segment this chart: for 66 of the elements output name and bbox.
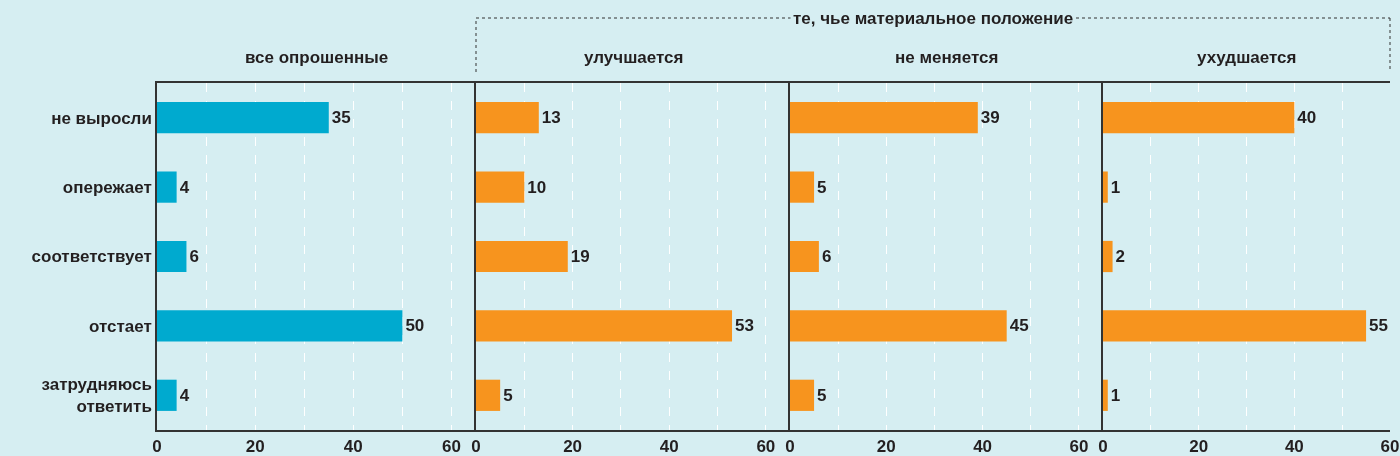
x-tick-label: 0: [785, 437, 795, 456]
data-label: 13: [541, 108, 561, 128]
bar: [1103, 102, 1295, 134]
x-tick-label: 0: [152, 437, 162, 456]
text: те, чье материальное положение: [793, 9, 1074, 28]
data-label: 45: [1009, 316, 1029, 336]
bar: [476, 171, 525, 203]
data-label: 39: [980, 108, 1000, 128]
bar: [790, 102, 978, 134]
y-tick-label: соответствует: [31, 247, 152, 267]
x-tick-label: 0: [1098, 437, 1108, 456]
x-tick-label: 40: [973, 437, 993, 456]
x-tick-label: 20: [1189, 437, 1209, 456]
bar: [476, 240, 568, 273]
bar: [1103, 171, 1108, 203]
bar: [1103, 310, 1367, 342]
bar: [790, 240, 819, 273]
y-tick-label: опережает: [62, 178, 152, 198]
chart-title: ухудшается: [1197, 48, 1297, 67]
bar: [157, 240, 187, 273]
data-label: 6: [189, 247, 199, 267]
data-label: 50: [405, 316, 425, 336]
bar: [790, 171, 815, 203]
y-tick-label: не выросли: [51, 108, 152, 128]
data-label: 5: [817, 385, 827, 405]
data-label: 1: [1110, 385, 1121, 405]
bar: [476, 102, 539, 134]
x-tick-label: 60: [1069, 437, 1089, 456]
bar: [1103, 240, 1113, 273]
x-tick-label: 40: [1284, 437, 1304, 456]
chart-title: не меняется: [895, 48, 999, 67]
data-label: 6: [821, 247, 832, 267]
y-tick-label: затрудняюсь ответить: [41, 375, 152, 417]
bar: [476, 310, 733, 342]
bar: [157, 379, 177, 411]
data-label: 4: [179, 385, 190, 405]
data-label: 53: [735, 316, 754, 336]
data-label: 55: [1369, 316, 1388, 336]
x-tick-label: 60: [442, 437, 461, 456]
data-label: 19: [570, 247, 590, 267]
data-label: 10: [527, 177, 547, 197]
x-tick-label: 20: [245, 437, 265, 456]
data-label: 1: [1110, 177, 1121, 197]
data-label: 2: [1115, 247, 1126, 267]
data-label: 5: [503, 385, 513, 405]
data-label: 4: [179, 177, 190, 197]
x-tick-label: 0: [471, 437, 481, 456]
bar: [157, 171, 177, 203]
bar: [790, 310, 1007, 342]
x-tick-label: 60: [756, 437, 776, 456]
x-tick-label: 40: [659, 437, 679, 456]
data-label: 40: [1297, 108, 1317, 128]
x-tick-label: 40: [343, 437, 363, 456]
y-tick-label: отстает: [88, 316, 152, 336]
bar: [1103, 379, 1108, 411]
chart-title: улучшается: [584, 48, 684, 67]
bar: [157, 310, 403, 342]
data-label: 35: [331, 108, 351, 128]
chart-title: все опрошенные: [245, 48, 389, 67]
bar: [790, 379, 815, 411]
x-tick-label: 60: [1380, 437, 1400, 456]
bar: [476, 379, 501, 411]
data-label: 5: [817, 177, 827, 197]
x-tick-label: 20: [563, 437, 583, 456]
bar: [157, 102, 329, 134]
x-tick-label: 20: [876, 437, 896, 456]
